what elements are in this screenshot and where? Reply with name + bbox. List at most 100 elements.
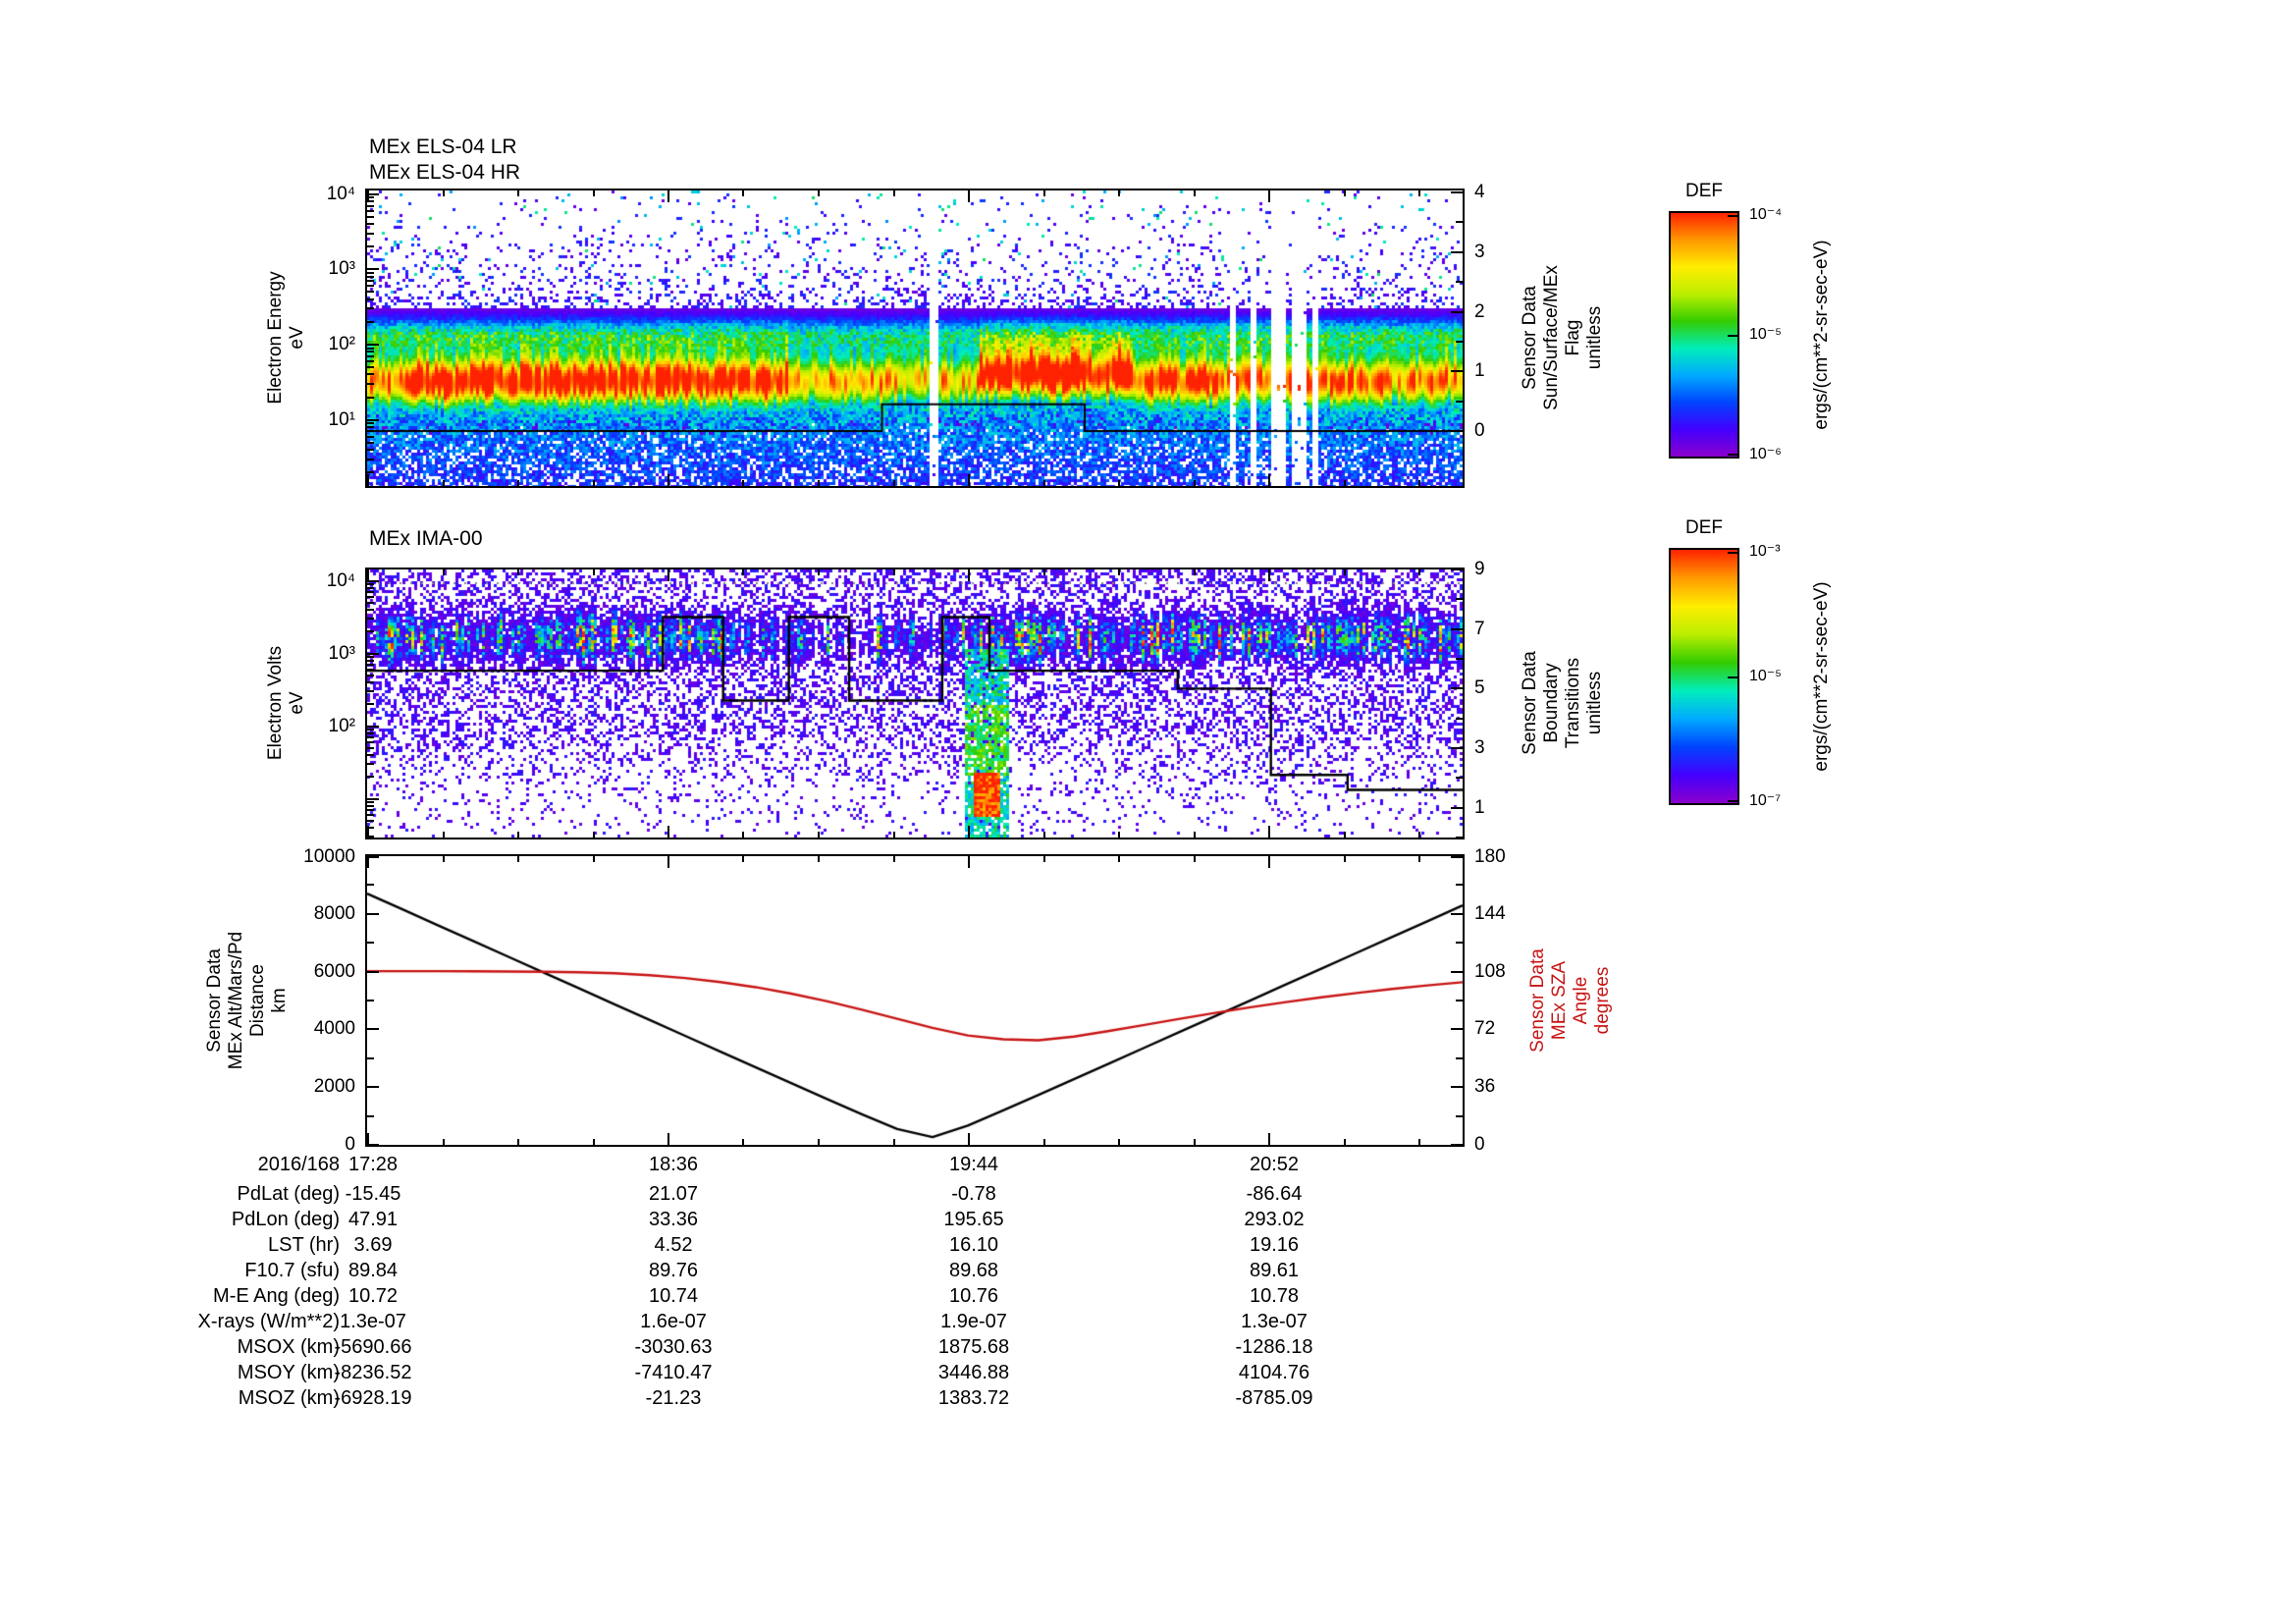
altitude-label-line: MEx Alt/Mars/Pd: [226, 931, 246, 1070]
table-value: 1.3e-07: [1241, 1311, 1308, 1332]
axis-tick: [367, 459, 374, 460]
axis-tick: [1194, 569, 1196, 575]
table-row-label: MSOX (km): [237, 1336, 340, 1358]
axis-tick: [367, 675, 374, 676]
axis-tick: [1268, 190, 1270, 202]
table-value: 1875.68: [937, 1336, 1010, 1358]
axis-tick-label: 72: [1474, 1018, 1496, 1040]
axis-tick-label: 1: [1474, 796, 1485, 818]
axis-tick: [1451, 568, 1463, 570]
axis-tick: [593, 480, 595, 486]
axis-tick: [367, 205, 374, 207]
ima-colorbar-title: DEF: [1685, 517, 1723, 538]
axis-tick: [818, 480, 820, 486]
axis-tick-label: 8000: [313, 902, 355, 924]
table-value: 1.3e-07: [340, 1311, 406, 1332]
axis-tick: [1418, 832, 1420, 838]
axis-tick: [1728, 552, 1737, 554]
table-value: 1.9e-07: [940, 1311, 1007, 1332]
table-value: 19.16: [1249, 1234, 1300, 1256]
axis-tick: [367, 196, 374, 198]
axis-tick: [667, 856, 669, 868]
table-row-label: F10.7 (sfu): [244, 1260, 340, 1281]
axis-tick: [818, 569, 820, 575]
axis-tick: [1118, 190, 1120, 196]
ephemeris-line-panel: [365, 854, 1465, 1147]
axis-tick: [367, 307, 374, 309]
axis-tick: [1451, 747, 1463, 749]
els-spectrogram-panel: [365, 189, 1465, 488]
axis-tick: [367, 355, 374, 357]
axis-tick-label: 3: [1474, 737, 1485, 758]
table-value: 10.78: [1249, 1285, 1300, 1307]
table-value: 3446.88: [937, 1362, 1010, 1383]
axis-tick: [367, 348, 374, 350]
axis-tick: [1451, 311, 1463, 313]
axis-tick: [367, 366, 374, 368]
axis-tick: [968, 856, 970, 868]
axis-tick: [742, 1139, 744, 1145]
axis-tick: [1451, 1028, 1463, 1030]
axis-tick: [1451, 191, 1463, 193]
axis-tick: [367, 419, 379, 421]
axis-tick: [367, 233, 374, 235]
axis-tick: [742, 569, 744, 575]
axis-tick: [367, 1133, 369, 1145]
axis-tick: [1451, 913, 1463, 915]
axis-tick: [367, 291, 374, 293]
axis-tick: [367, 664, 374, 666]
axis-tick: [443, 856, 445, 862]
table-value: 1.6e-07: [640, 1311, 707, 1332]
els-right-label-line: Flag: [1563, 319, 1583, 356]
ima-spectrogram-panel: [365, 568, 1465, 839]
axis-tick: [667, 474, 669, 486]
table-value: 195.65: [943, 1209, 1004, 1230]
table-value: -0.78: [951, 1183, 996, 1205]
table-value: -7410.47: [634, 1362, 713, 1383]
axis-tick: [367, 223, 374, 225]
table-row-label: M-E Ang (deg): [213, 1285, 340, 1307]
axis-tick: [1043, 190, 1045, 196]
axis-tick: [367, 474, 369, 486]
axis-tick: [367, 373, 374, 375]
axis-tick: [517, 190, 519, 196]
axis-tick: [367, 210, 374, 212]
axis-tick: [1451, 1086, 1463, 1088]
axis-tick: [367, 741, 374, 743]
axis-tick: [1194, 832, 1196, 838]
sza-label-line: MEx SZA: [1549, 960, 1570, 1041]
axis-tick: [367, 200, 374, 202]
axis-tick: [1728, 454, 1737, 456]
ima-right-label-line: Boundary: [1541, 663, 1562, 743]
axis-tick: [1043, 856, 1045, 862]
axis-tick: [593, 569, 595, 575]
axis-tick: [367, 596, 374, 598]
axis-tick: [367, 971, 379, 973]
table-value: 16.10: [948, 1234, 999, 1256]
axis-tick: [1728, 676, 1737, 678]
els-title-lr: MEx ELS-04 LR: [369, 135, 517, 158]
table-value: -8236.52: [334, 1362, 412, 1383]
axis-tick: [367, 569, 369, 581]
axis-tick-label: 4000: [313, 1018, 355, 1040]
axis-tick: [667, 826, 669, 838]
axis-tick: [517, 832, 519, 838]
axis-tick: [1194, 856, 1196, 862]
table-value: 47.91: [347, 1209, 399, 1230]
table-value: 89.76: [648, 1260, 699, 1281]
els-y-axis-label: Electron Energy eV: [265, 271, 308, 404]
time-tick-label: 20:52: [1249, 1154, 1300, 1175]
axis-tick: [367, 285, 374, 287]
ima-right-label-line: Sensor Data: [1520, 651, 1540, 755]
table-value: -21.23: [645, 1387, 702, 1409]
axis-tick: [367, 681, 374, 683]
axis-tick: [367, 591, 374, 593]
axis-tick: [593, 856, 595, 862]
axis-tick: [1456, 777, 1463, 779]
els-colorbar-title: DEF: [1685, 181, 1723, 201]
axis-tick: [367, 442, 374, 444]
axis-tick-label: 108: [1474, 960, 1506, 982]
axis-tick: [1456, 1000, 1463, 1001]
axis-tick: [367, 430, 374, 432]
axis-tick: [367, 820, 374, 822]
